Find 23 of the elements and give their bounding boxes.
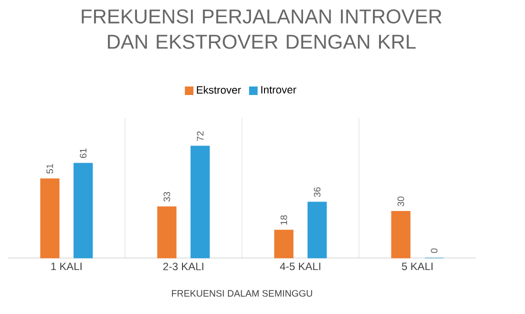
bar (274, 230, 294, 258)
data-label: 18 (280, 215, 288, 225)
data-label: 33 (164, 192, 170, 202)
x-tick-label: 4-5 KALI (280, 262, 320, 270)
x-tick-label: 1 KALI (51, 262, 82, 270)
data-label: 0 (430, 248, 438, 253)
bar (74, 162, 93, 258)
data-label: 61 (80, 148, 86, 158)
bar (308, 202, 327, 258)
legend-label: Introver (261, 86, 296, 94)
data-label: 36 (314, 187, 320, 197)
chart-title: FREKUENSI PERJALANAN INTROVER DAN EKSTROVER DENGAN KRL (82, 9, 442, 49)
data-label: 72 (196, 131, 204, 141)
x-tick-label: 5 KALI (402, 262, 433, 270)
x-axis-title: FREKUENSI DALAM SEMINGGU (172, 290, 312, 297)
legend-label: Ekstrover (196, 86, 241, 94)
bar (157, 206, 176, 258)
bar (40, 178, 60, 258)
bar (190, 146, 210, 258)
data-label: 51 (46, 164, 54, 174)
bar (391, 211, 410, 258)
data-label: 30 (398, 196, 404, 206)
x-tick-label: 2-3 KALI (163, 262, 204, 270)
